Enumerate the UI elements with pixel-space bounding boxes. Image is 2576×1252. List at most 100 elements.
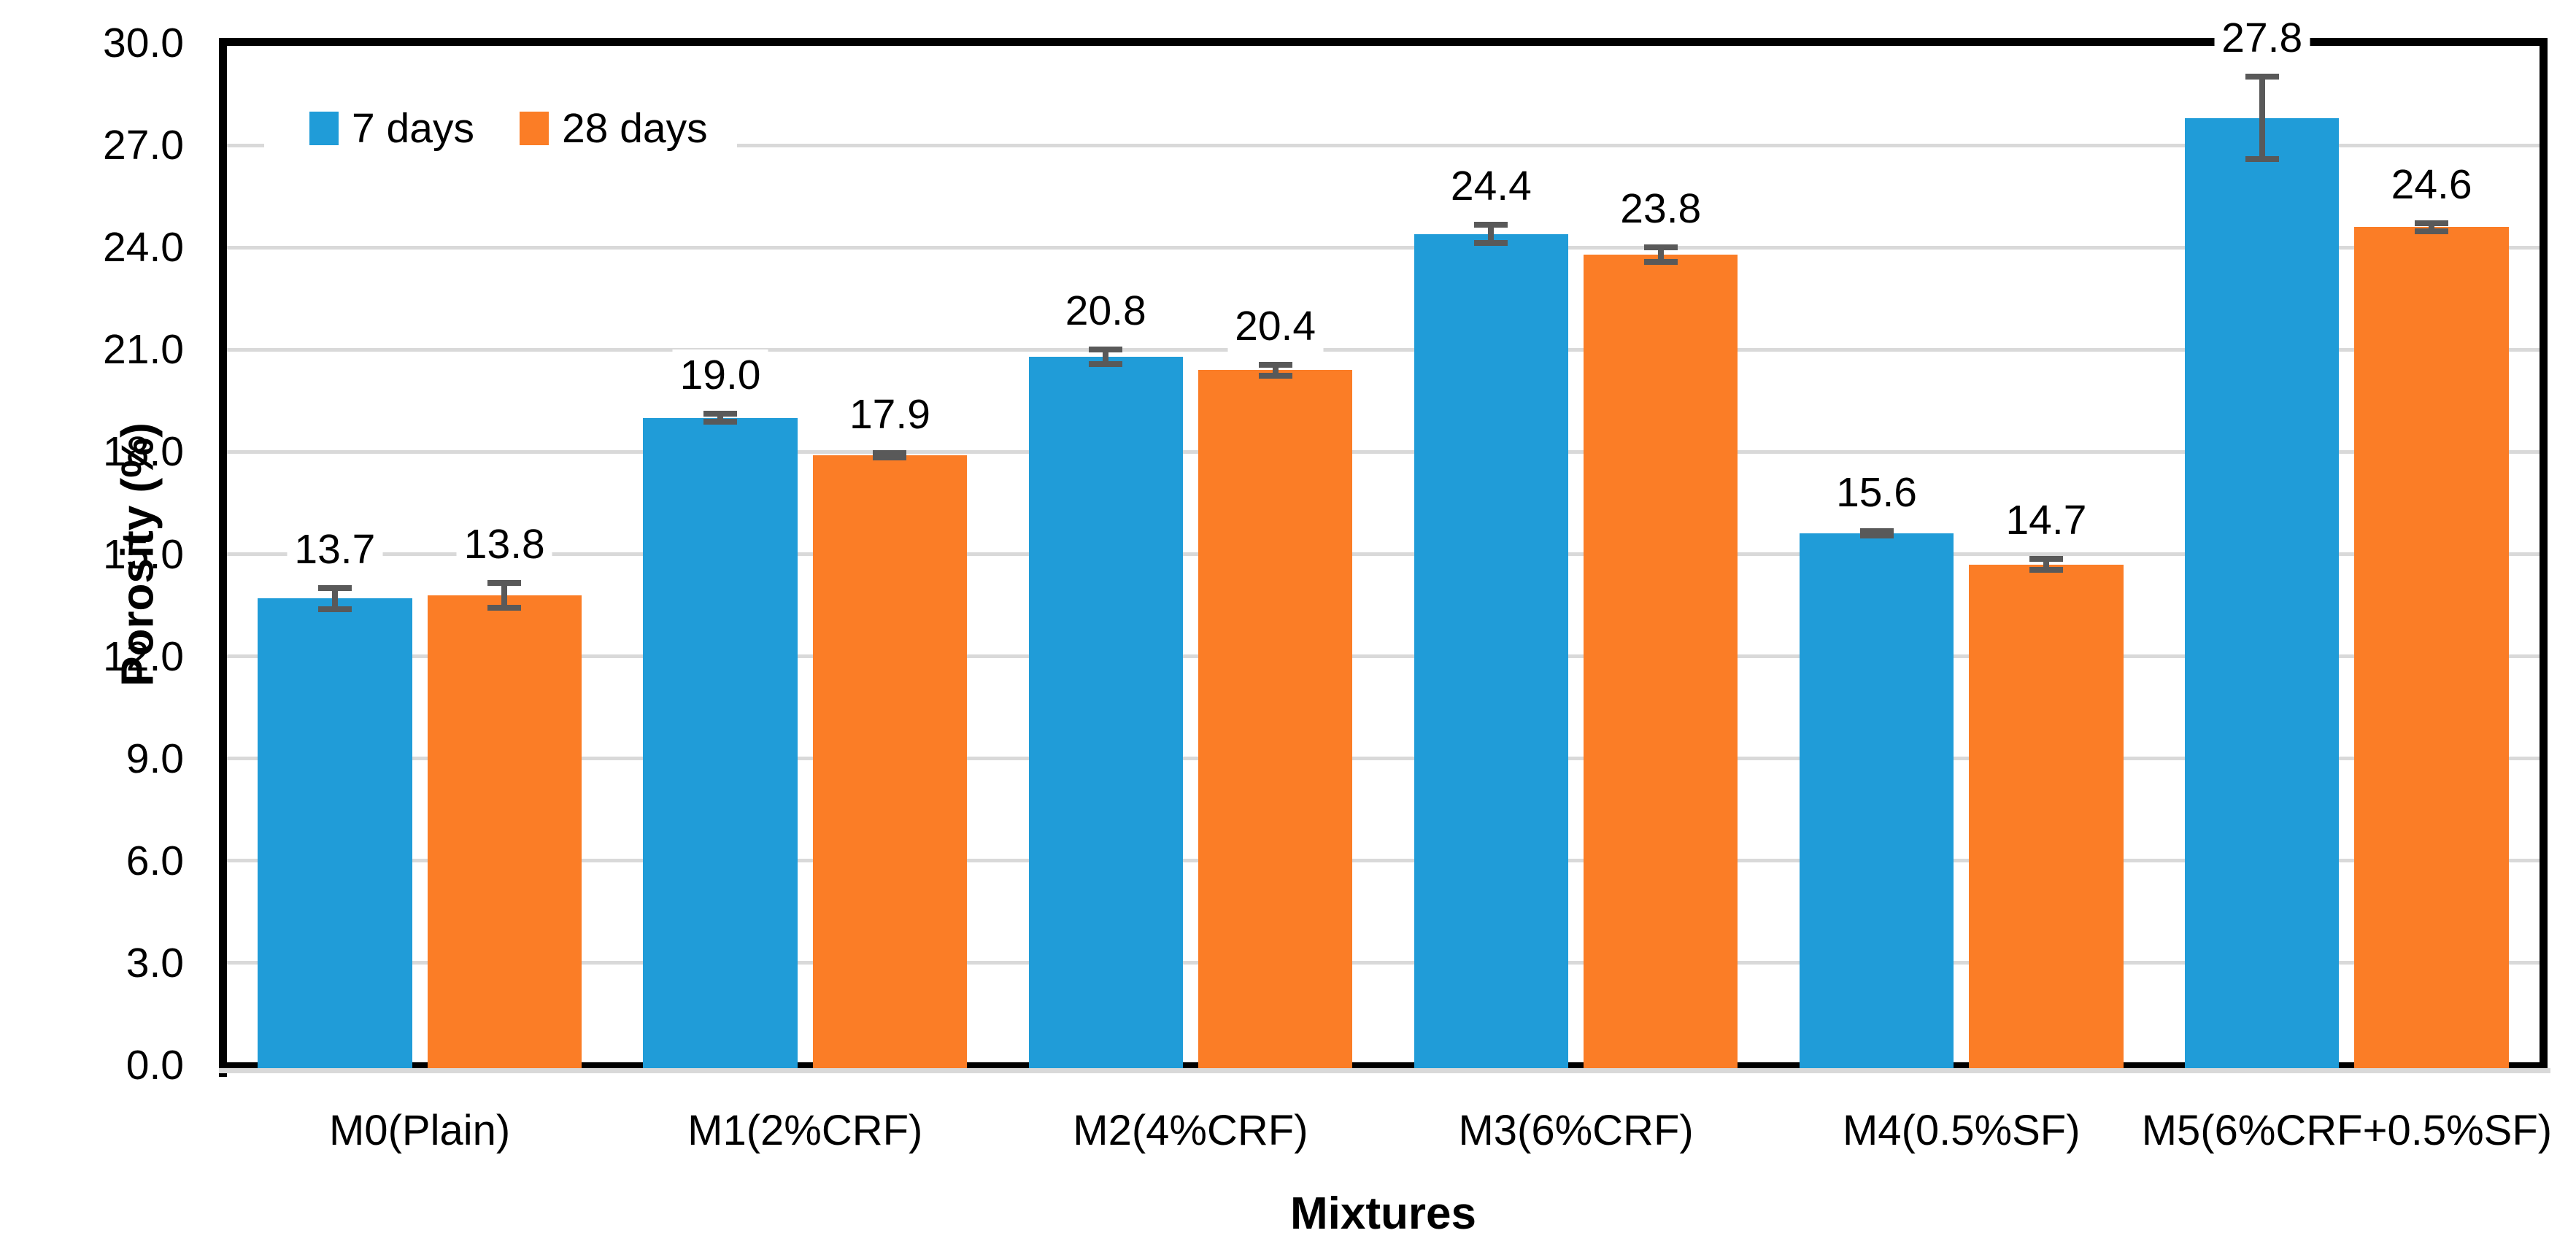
error-bar-cap bbox=[2029, 555, 2063, 562]
bar-7days-M2(4%CRF) bbox=[1028, 356, 1183, 1068]
error-bar bbox=[317, 584, 352, 612]
bar-7days-M3(6%CRF) bbox=[1414, 233, 1569, 1068]
y-tick-label: 6.0 bbox=[126, 837, 184, 884]
error-bar-line bbox=[501, 579, 508, 611]
error-bar-cap bbox=[1643, 244, 1678, 250]
bar-7days-M1(2%CRF) bbox=[643, 417, 798, 1068]
error-bar-cap bbox=[1859, 528, 1894, 535]
x-tick-label: M0(Plain) bbox=[328, 1107, 511, 1154]
data-label: 15.6 bbox=[1829, 467, 1925, 519]
bar-28days-M1(2%CRF) bbox=[812, 455, 968, 1068]
error-bar-cap bbox=[487, 579, 522, 586]
error-bar-line bbox=[1272, 361, 1279, 379]
bar-28days-M5(6%CRF+0.5%SF) bbox=[2354, 227, 2509, 1068]
error-bar bbox=[487, 579, 522, 611]
error-bar-line bbox=[2259, 74, 2265, 163]
data-label: 17.9 bbox=[841, 389, 938, 441]
error-bar-cap bbox=[1643, 258, 1678, 265]
gridline bbox=[227, 347, 2540, 352]
x-tick-label: M3(6%CRF) bbox=[1458, 1107, 1694, 1154]
data-label: 27.8 bbox=[2214, 12, 2310, 64]
x-tick-label: M2(4%CRF) bbox=[1073, 1107, 1308, 1154]
error-bar bbox=[2245, 74, 2279, 163]
error-bar-cap bbox=[2415, 220, 2449, 226]
data-label: 20.4 bbox=[1227, 300, 1324, 352]
error-bar-cap bbox=[487, 604, 522, 611]
error-bar-cap bbox=[703, 411, 738, 417]
error-bar-cap bbox=[703, 419, 738, 425]
error-bar bbox=[1258, 361, 1292, 379]
error-bar-cap bbox=[1258, 361, 1292, 368]
gridline bbox=[227, 552, 2540, 556]
error-bar bbox=[1859, 528, 1894, 539]
x-tick-label: M1(2%CRF) bbox=[687, 1107, 923, 1154]
error-bar-cap bbox=[2245, 156, 2279, 163]
data-label: 14.7 bbox=[1998, 494, 2094, 546]
y-tick-label: 24.0 bbox=[103, 224, 184, 271]
data-label: 19.0 bbox=[672, 349, 768, 401]
data-label: 13.8 bbox=[456, 518, 552, 570]
legend-swatch-7days bbox=[309, 112, 339, 145]
error-bar-cap bbox=[873, 450, 907, 457]
error-bar bbox=[1089, 346, 1123, 367]
bar-28days-M4(0.5%SF) bbox=[1969, 564, 2124, 1068]
plot-top-border bbox=[219, 38, 2548, 46]
y-tick-label: 15.0 bbox=[103, 530, 184, 578]
bar-7days-M4(0.5%SF) bbox=[1799, 533, 1954, 1068]
legend: 7 days 28 days bbox=[264, 93, 737, 163]
bar-28days-M2(4%CRF) bbox=[1198, 370, 1353, 1068]
data-label: 24.4 bbox=[1443, 161, 1539, 212]
bar-28days-M3(6%CRF) bbox=[1584, 254, 1738, 1068]
plot-right-border bbox=[2540, 38, 2548, 1068]
y-axis-line bbox=[219, 38, 227, 1077]
error-bar bbox=[2415, 220, 2449, 234]
y-tick-label: 30.0 bbox=[103, 20, 184, 66]
error-bar-line bbox=[1488, 222, 1495, 246]
error-bar-line bbox=[2429, 220, 2435, 234]
x-axis-title: Mixtures bbox=[1290, 1189, 1476, 1239]
error-bar-cap bbox=[2415, 228, 2449, 234]
bar-28days-M0(Plain) bbox=[427, 595, 582, 1068]
y-tick-label: 3.0 bbox=[126, 939, 184, 986]
bar-7days-M0(Plain) bbox=[258, 598, 412, 1068]
gridline bbox=[227, 654, 2540, 659]
error-bar-line bbox=[331, 584, 338, 612]
gridline bbox=[227, 859, 2540, 863]
legend-label-28days: 28 days bbox=[561, 105, 708, 152]
error-bar bbox=[873, 450, 907, 461]
data-label: 13.7 bbox=[287, 523, 383, 575]
gridline bbox=[227, 245, 2540, 250]
y-tick-label: 18.0 bbox=[103, 428, 184, 476]
x-axis-underline bbox=[219, 1068, 2550, 1073]
error-bar-cap bbox=[1859, 533, 1894, 539]
error-bar-line bbox=[2043, 555, 2049, 573]
error-bar-cap bbox=[2029, 567, 2063, 573]
y-tick-label: 12.0 bbox=[103, 633, 184, 680]
gridline bbox=[227, 757, 2540, 761]
gridline bbox=[227, 961, 2540, 965]
x-tick-label: M5(6%CRF+0.5%SF) bbox=[2141, 1107, 2553, 1154]
y-tick-label: 9.0 bbox=[126, 735, 184, 782]
error-bar bbox=[2029, 555, 2063, 573]
error-bar-line bbox=[717, 411, 724, 425]
data-label: 24.6 bbox=[2383, 158, 2480, 210]
bar-7days-M5(6%CRF+0.5%SF) bbox=[2185, 117, 2340, 1068]
error-bar-cap bbox=[1089, 346, 1123, 352]
legend-label-7days: 7 days bbox=[352, 105, 474, 152]
error-bar-line bbox=[1657, 244, 1664, 265]
gridline bbox=[227, 143, 2540, 147]
error-bar-cap bbox=[317, 584, 352, 591]
data-label: 20.8 bbox=[1057, 285, 1154, 336]
error-bar-line bbox=[1103, 346, 1109, 367]
x-tick-label: M4(0.5%SF) bbox=[1842, 1107, 2081, 1154]
error-bar bbox=[703, 411, 738, 425]
error-bar-cap bbox=[2245, 74, 2279, 80]
error-bar bbox=[1643, 244, 1678, 265]
error-bar bbox=[1474, 222, 1508, 246]
error-bar-cap bbox=[1258, 372, 1292, 379]
error-bar-cap bbox=[1474, 239, 1508, 246]
error-bar-cap bbox=[1089, 360, 1123, 367]
x-axis-line bbox=[219, 1062, 2548, 1068]
y-tick-label: 0.0 bbox=[126, 1042, 184, 1089]
